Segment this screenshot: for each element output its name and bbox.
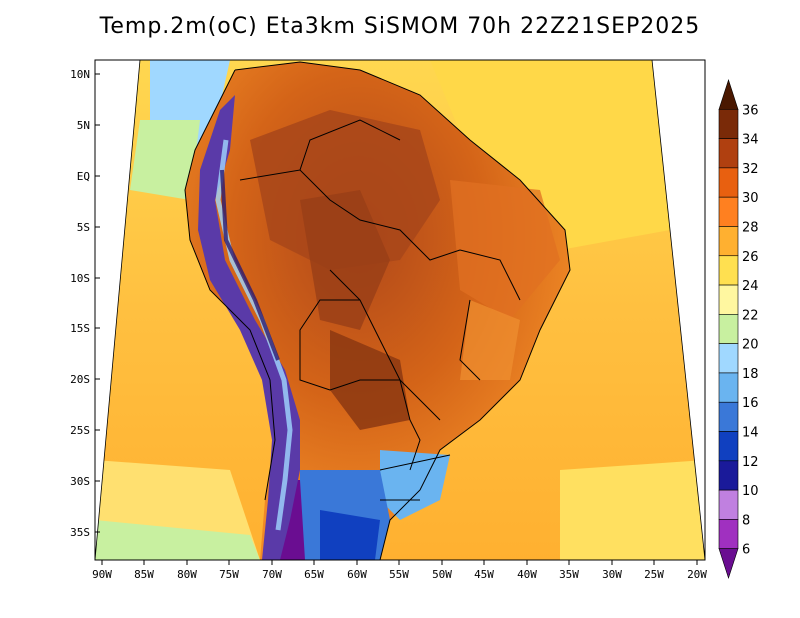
svg-text:30S: 30S (70, 475, 90, 488)
lat-label: EQ (77, 170, 100, 183)
lat-label: 5S (77, 221, 100, 234)
svg-text:50W: 50W (432, 568, 452, 581)
lon-label: 90W (92, 560, 112, 581)
lon-label: 65W (304, 560, 324, 581)
svg-text:20W: 20W (687, 568, 707, 581)
svg-text:25S: 25S (70, 424, 90, 437)
colorbar-label: 28 (742, 220, 759, 235)
svg-text:45W: 45W (474, 568, 494, 581)
colorbar-swatch (718, 519, 739, 550)
lon-label: 60W (347, 560, 367, 581)
colorbar-swatch (718, 460, 739, 491)
colorbar-swatch (718, 108, 739, 139)
colorbar-swatch (718, 372, 739, 403)
svg-text:55W: 55W (389, 568, 409, 581)
svg-text:30W: 30W (602, 568, 622, 581)
svg-text:75W: 75W (219, 568, 239, 581)
colorbar-label: 16 (742, 396, 759, 411)
lon-label: 45W (474, 560, 494, 581)
svg-text:15S: 15S (70, 322, 90, 335)
svg-text:10N: 10N (70, 68, 90, 81)
lon-label: 30W (602, 560, 622, 581)
svg-text:70W: 70W (262, 568, 282, 581)
lon-label: 75W (219, 560, 239, 581)
svg-text:85W: 85W (134, 568, 154, 581)
lat-label: 35S (70, 526, 100, 539)
colorbar-label: 32 (742, 162, 759, 177)
colorbar-swatch (718, 226, 739, 257)
lat-label: 30S (70, 475, 100, 488)
map-domain (95, 60, 705, 560)
svg-text:65W: 65W (304, 568, 324, 581)
colorbar-label: 34 (742, 133, 759, 148)
lon-label: 80W (177, 560, 197, 581)
lon-label: 20W (687, 560, 707, 581)
colorbar: 36 34 32 30 28 26 24 22 20 18 16 14 12 10 8 6 (718, 79, 759, 579)
colorbar-swatch (718, 196, 739, 227)
colorbar-swatch (718, 314, 739, 344)
colorbar-swatch (718, 284, 739, 315)
colorbar-label: 14 (742, 426, 759, 441)
lon-label: 40W (517, 560, 537, 581)
svg-text:35S: 35S (70, 526, 90, 539)
colorbar-swatch (718, 489, 739, 520)
svg-text:EQ: EQ (77, 170, 90, 183)
colorbar-label: 30 (742, 191, 759, 206)
south-cool-region (380, 450, 450, 520)
colorbar-label: 24 (742, 279, 759, 294)
colorbar-swatch (718, 431, 739, 462)
lon-label: 35W (559, 560, 579, 581)
latitude-axis: 10N 5N EQ 5S 10S 15S 20S 25S 30S 35S (70, 68, 100, 539)
colorbar-label: 20 (742, 338, 759, 353)
colorbar-swatch (718, 343, 739, 374)
colorbar-swatch (718, 255, 739, 286)
lat-label: 10S (70, 272, 100, 285)
colorbar-swatch (718, 548, 739, 579)
colorbar-swatch (718, 79, 739, 110)
colorbar-label: 36 (742, 103, 759, 118)
colorbar-label: 10 (742, 484, 759, 499)
colorbar-label: 18 (742, 367, 759, 382)
svg-text:80W: 80W (177, 568, 197, 581)
colorbar-label: 6 (742, 543, 750, 558)
svg-text:90W: 90W (92, 568, 112, 581)
lon-label: 70W (262, 560, 282, 581)
lat-label: 5N (77, 119, 100, 132)
lon-label: 85W (134, 560, 154, 581)
lon-label: 25W (644, 560, 664, 581)
longitude-axis: 90W 85W 80W 75W 70W 65W 60W 55W 50W 45W … (92, 560, 707, 581)
lon-label: 50W (432, 560, 452, 581)
lat-label: 10N (70, 68, 100, 81)
colorbar-label: 26 (742, 250, 759, 265)
colorbar-swatch (718, 138, 739, 169)
lat-label: 15S (70, 322, 100, 335)
svg-text:5S: 5S (77, 221, 90, 234)
colorbar-label: 12 (742, 455, 759, 470)
svg-text:40W: 40W (517, 568, 537, 581)
lat-label: 20S (70, 373, 100, 386)
map-title: Temp.2m(oC) Eta3km SiSMOM 70h 22Z21SEP20… (99, 14, 701, 39)
colorbar-swatch (718, 167, 739, 198)
svg-text:25W: 25W (644, 568, 664, 581)
colorbar-swatch (718, 401, 739, 432)
lon-label: 55W (389, 560, 409, 581)
svg-text:35W: 35W (559, 568, 579, 581)
lat-label: 25S (70, 424, 100, 437)
colorbar-label: 22 (742, 308, 759, 323)
colorbar-label: 8 (742, 513, 750, 528)
svg-text:60W: 60W (347, 568, 367, 581)
svg-text:20S: 20S (70, 373, 90, 386)
svg-text:10S: 10S (70, 272, 90, 285)
svg-text:5N: 5N (77, 119, 90, 132)
